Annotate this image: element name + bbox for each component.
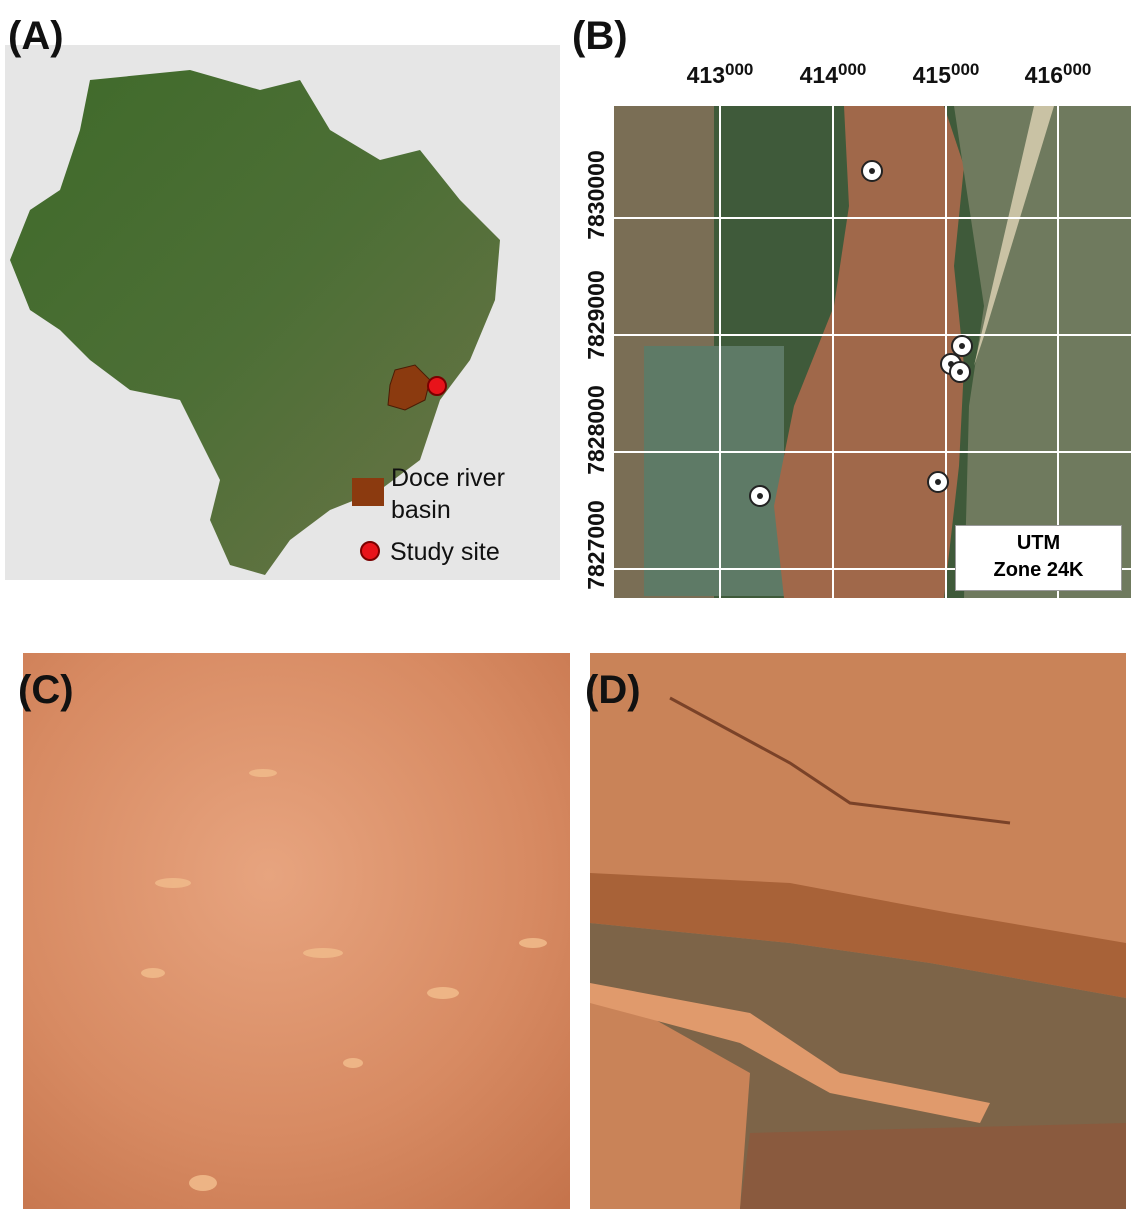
x-tick-label: 415000 (896, 60, 996, 89)
utm-box: UTM Zone 24K (955, 525, 1122, 591)
x-tick-main: 414 (800, 62, 838, 88)
legend-marker (361, 542, 379, 560)
x-tick-label: 413000 (670, 60, 770, 89)
legend-swatch (352, 478, 384, 506)
study-site (428, 377, 446, 395)
y-tick-label: 7828000 (583, 375, 611, 485)
panel-label: (C) (18, 668, 74, 713)
x-tick-label: 416000 (1008, 60, 1108, 89)
utm-text: Zone 24K (956, 557, 1121, 584)
x-tick-label: 414000 (783, 60, 883, 89)
panel-label: (B) (572, 14, 628, 59)
panel-label: (A) (8, 14, 64, 59)
x-tick-sup: 000 (838, 60, 866, 79)
figure: {"panels": [ {"label": "(A)", "legend": … (0, 0, 1131, 1209)
utm-text: UTM (956, 530, 1121, 557)
y-tick-label: 7827000 (583, 490, 611, 600)
legend-label: Doce river basin (391, 462, 541, 526)
y-tick-label: 7829000 (583, 260, 611, 370)
x-tick-sup: 000 (951, 60, 979, 79)
legend-label: Study site (390, 538, 500, 567)
photo-c (23, 653, 570, 1209)
panel-label: (D) (585, 668, 641, 713)
x-tick-main: 416 (1025, 62, 1063, 88)
photo-d (590, 653, 1126, 1209)
x-tick-sup: 000 (1063, 60, 1091, 79)
x-tick-sup: 000 (725, 60, 753, 79)
y-tick-label: 7830000 (583, 140, 611, 250)
x-tick-main: 415 (913, 62, 951, 88)
x-tick-main: 413 (687, 62, 725, 88)
